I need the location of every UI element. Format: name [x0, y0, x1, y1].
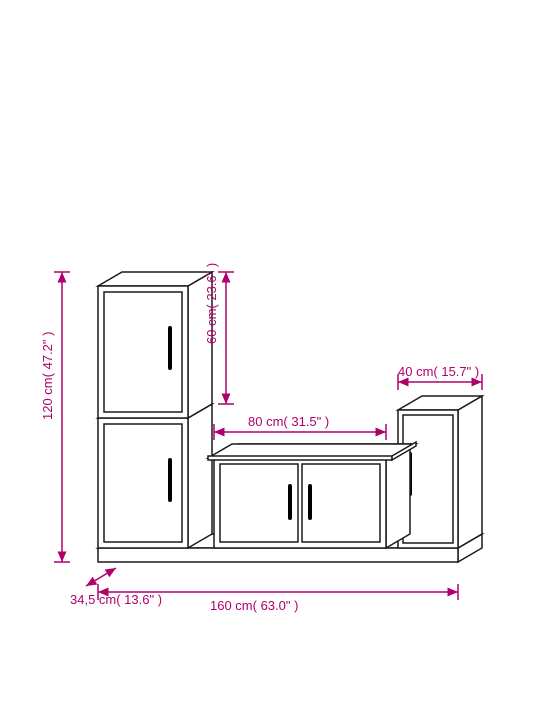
svg-text:80 cm( 31.5" ): 80 cm( 31.5" ) — [248, 414, 329, 429]
svg-text:40 cm( 15.7" ): 40 cm( 15.7" ) — [398, 364, 479, 379]
svg-text:34,5 cm( 13.6" ): 34,5 cm( 13.6" ) — [70, 592, 162, 607]
svg-text:60 cm( 23.6" ): 60 cm( 23.6" ) — [204, 263, 219, 344]
furniture-diagram: 120 cm( 47.2" ) 34,5 cm( 13.6" ) 160 cm( 6… — [0, 0, 540, 720]
svg-text:160 cm( 63.0" ): 160 cm( 63.0" ) — [210, 598, 298, 613]
svg-text:120 cm( 47.2" ): 120 cm( 47.2" ) — [40, 332, 55, 420]
